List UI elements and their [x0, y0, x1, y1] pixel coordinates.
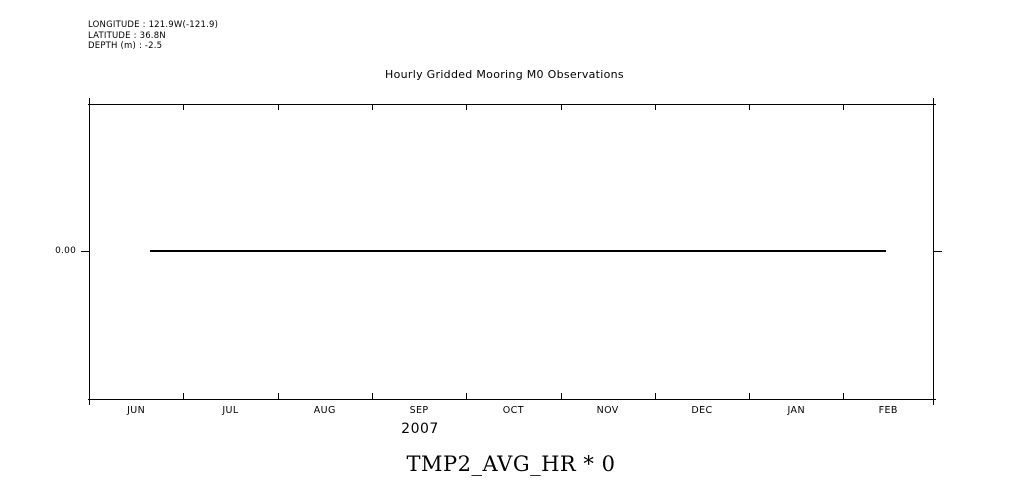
- x-axis-year-label: 2007: [401, 421, 439, 437]
- x-tick-bottom-5: [561, 393, 562, 399]
- x-tick-bottom-7: [749, 393, 750, 399]
- plot-area: JUN JUL AUG SEP OCT NOV DEC JAN FEB: [81, 98, 942, 416]
- x-tick-label-jul: JUL: [222, 405, 239, 416]
- x-tick-top-3: [372, 104, 373, 110]
- x-tick-top-8: [843, 104, 844, 110]
- axis-bottom: [88, 399, 936, 400]
- x-tick-top-5: [561, 104, 562, 110]
- y-tick-label-0: 0.00: [55, 246, 76, 256]
- x-tick-bottom-2: [278, 393, 279, 399]
- x-tick-bottom-6: [655, 393, 656, 399]
- longitude-text: LONGITUDE : 121.9W(-121.9): [88, 20, 219, 30]
- x-tick-bottom-3: [372, 393, 373, 399]
- x-tick-label-oct: OCT: [502, 405, 524, 416]
- x-tick-top-1: [183, 104, 184, 110]
- axis-top: [88, 104, 936, 105]
- x-tick-label-nov: NOV: [596, 405, 619, 416]
- plot-title: Hourly Gridded Mooring M0 Observations: [0, 68, 1009, 81]
- x-tick-label-sep: SEP: [409, 405, 429, 416]
- depth-text: DEPTH (m) : -2.5: [88, 41, 163, 51]
- series-line-tmp2-avg-hr: [150, 250, 886, 252]
- chart-caption: TMP2_AVG_HR * 0: [406, 452, 616, 476]
- x-tick-label-aug: AUG: [313, 405, 336, 416]
- y-tick-right-0: [933, 251, 942, 252]
- plot-title-text: Hourly Gridded Mooring M0 Observations: [385, 68, 624, 81]
- x-tick-label-jun: JUN: [127, 405, 146, 416]
- axis-left: [89, 98, 90, 405]
- x-tick-bottom-4: [466, 393, 467, 399]
- x-tick-label-feb: FEB: [878, 405, 898, 416]
- x-tick-bottom-8: [843, 393, 844, 399]
- x-tick-bottom-1: [183, 393, 184, 399]
- latitude-text: LATITUDE : 36.8N: [88, 30, 166, 41]
- x-tick-top-6: [655, 104, 656, 110]
- x-tick-top-4: [466, 104, 467, 110]
- metadata-block: LONGITUDE : 121.9W(-121.9) LATITUDE : 36…: [88, 20, 218, 52]
- x-tick-label-dec: DEC: [691, 405, 713, 416]
- x-tick-top-7: [749, 104, 750, 110]
- y-tick-left-0: [81, 251, 89, 252]
- series-layer: [89, 104, 933, 399]
- x-tick-label-jan: JAN: [787, 405, 805, 416]
- x-tick-top-2: [278, 104, 279, 110]
